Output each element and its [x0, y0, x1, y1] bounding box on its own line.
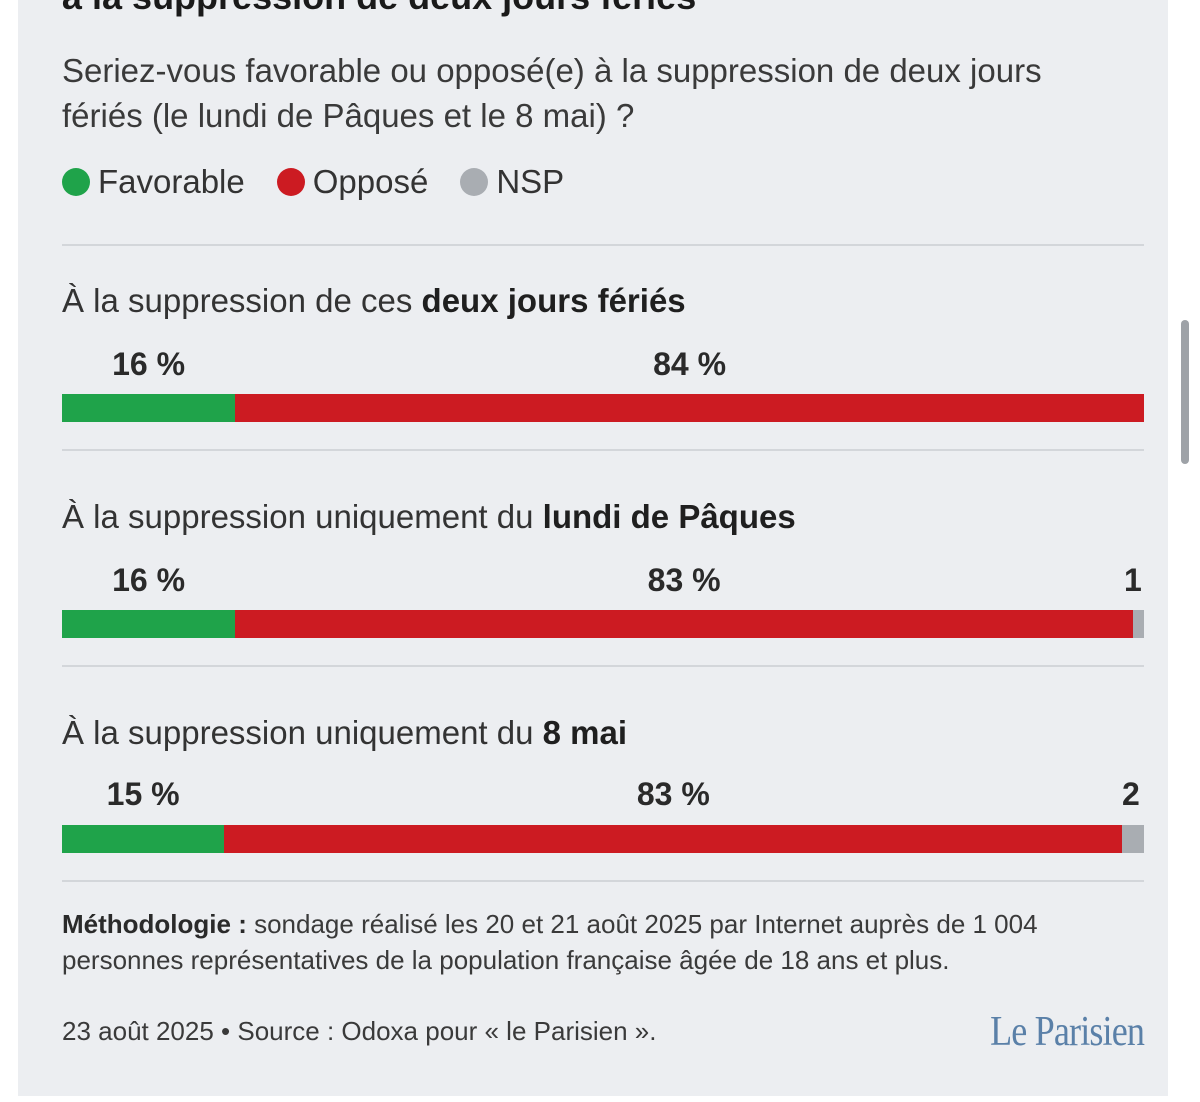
oppose-value-label: 84 % — [653, 346, 727, 382]
bar-segment-oppose — [235, 394, 1144, 422]
bar-segment-nsp — [1133, 610, 1144, 638]
row-label-prefix: À la suppression uniquement du — [62, 498, 543, 535]
row-label-bold: deux jours fériés — [421, 282, 686, 319]
row-label-prefix: À la suppression de ces — [62, 282, 422, 319]
oppose-value-label: 83 % — [636, 776, 710, 812]
legend-item-favorable: Favorable — [62, 163, 245, 201]
le-parisien-logo: Le Parisien — [989, 1009, 1145, 1055]
favorable-value-label: 15 % — [106, 776, 180, 812]
bar-segment-oppose — [224, 825, 1123, 853]
infographic-card: à la suppression de deux jours fériés Se… — [18, 0, 1168, 1096]
row-label: À la suppression uniquement du lundi de … — [62, 498, 796, 536]
scrollbar-thumb[interactable] — [1181, 320, 1189, 464]
bar-segment-oppose — [235, 610, 1134, 638]
bar-segment-favorable — [62, 610, 236, 638]
nsp-value-label: 2 — [1122, 776, 1140, 812]
nsp-value-label: 1 — [1124, 562, 1142, 598]
row-label-prefix: À la suppression uniquement du — [62, 714, 543, 751]
source-line: 23 août 2025 • Source : Odoxa pour « le … — [62, 1016, 657, 1046]
methodology-label: Méthodologie : — [62, 909, 247, 939]
legend-item-nsp: NSP — [460, 163, 564, 201]
favorable-value-label: 16 % — [112, 562, 186, 598]
divider — [62, 449, 1144, 451]
legend-item-oppose: Opposé — [276, 163, 429, 201]
favorable-dot-icon — [62, 168, 90, 196]
nsp-dot-icon — [460, 168, 489, 196]
survey-question: Seriez-vous favorable ou opposé(e) à la … — [62, 52, 1042, 134]
bar-segment-favorable — [62, 394, 236, 422]
methodology-note: Méthodologie : sondage réalisé les 20 et… — [62, 906, 1142, 978]
row-label: À la suppression uniquement du 8 mai — [62, 714, 627, 752]
bar-segment-nsp — [1122, 825, 1144, 853]
divider — [62, 665, 1144, 667]
legend-label: NSP — [496, 163, 565, 200]
favorable-value-label: 16 % — [112, 346, 186, 382]
row-label: À la suppression de ces deux jours férié… — [62, 282, 686, 320]
stacked-bar — [62, 394, 1144, 422]
divider — [62, 880, 1144, 882]
methodology-text: sondage réalisé les 20 et 21 août 2025 p… — [62, 909, 1038, 975]
row-label-bold: lundi de Pâques — [542, 498, 796, 535]
stacked-bar — [62, 825, 1144, 853]
bar-segment-favorable — [62, 825, 225, 853]
divider — [62, 244, 1144, 246]
oppose-value-label: 83 % — [647, 562, 721, 598]
oppose-dot-icon — [276, 168, 305, 196]
row-label-bold: 8 mai — [542, 714, 628, 751]
stacked-bar — [62, 610, 1144, 638]
chart-title: à la suppression de deux jours fériés — [62, 0, 696, 18]
legend: Favorable Opposé NSP — [62, 160, 596, 204]
legend-label: Opposé — [312, 163, 429, 200]
legend-label: Favorable — [98, 163, 245, 200]
